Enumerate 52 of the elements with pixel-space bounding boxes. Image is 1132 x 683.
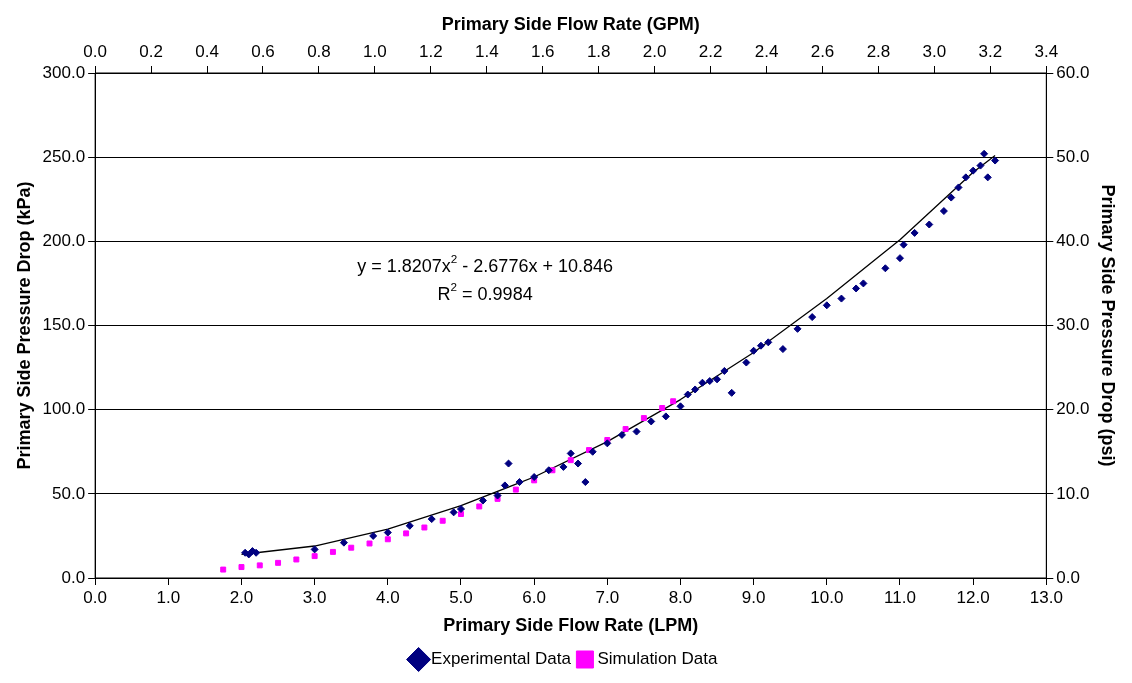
x2-tick-label: 0.8: [307, 42, 331, 62]
x-tick-label: 0.0: [83, 587, 107, 607]
x2-tick-label: 0.4: [195, 42, 219, 62]
x-axis-title: Primary Side Flow Rate (LPM): [443, 615, 699, 636]
y-tick-label: 0.0: [61, 567, 86, 587]
x-tick-label: 8.0: [668, 587, 693, 607]
y2-tick-label: 20.0: [1056, 399, 1090, 419]
y2-tick-label: 30.0: [1056, 315, 1090, 335]
x2-tick-label: 1.6: [530, 42, 555, 62]
y-tick-label: 100.0: [42, 399, 86, 419]
y-tick-label: 250.0: [42, 146, 86, 166]
x-tick-label: 3.0: [302, 587, 327, 607]
y2-tick-label: 0.0: [1056, 567, 1080, 587]
y2-tick-label: 60.0: [1056, 62, 1090, 82]
x-tick-label: 6.0: [522, 587, 546, 607]
x2-tick-label: 2.6: [810, 42, 835, 62]
y-tick-label: 300.0: [42, 62, 86, 82]
x2-tick-label: 1.8: [586, 42, 611, 62]
x-tick-label: 4.0: [375, 587, 400, 607]
x-tick-label: 5.0: [449, 587, 473, 607]
x2-tick-label: 0.6: [251, 42, 275, 62]
x-tick-label: 1.0: [156, 587, 181, 607]
y2-axis-title: Primary Side Pressure Drop (psi): [1098, 184, 1119, 467]
x2-tick-label: 1.0: [363, 42, 387, 62]
x2-tick-label: 2.0: [642, 42, 667, 62]
x2-tick-label: 1.2: [419, 42, 443, 62]
y2-tick-label: 40.0: [1056, 231, 1090, 251]
x2-tick-label: 3.4: [1034, 42, 1059, 62]
x-tick-label: 12.0: [956, 587, 990, 607]
x-tick-label: 11.0: [884, 587, 916, 607]
x2-tick-label: 2.8: [866, 42, 891, 62]
x2-tick-label: 2.2: [698, 42, 723, 62]
x2-tick-label: 2.4: [754, 42, 779, 62]
x-tick-label: 10.0: [810, 587, 844, 607]
y2-tick-label: 10.0: [1056, 483, 1090, 503]
x-tick-label: 9.0: [741, 587, 766, 607]
x2-tick-label: 0.2: [139, 42, 163, 62]
x2-tick-label: 0.0: [83, 42, 107, 62]
y-tick-label: 200.0: [42, 231, 86, 251]
y2-tick-label: 50.0: [1056, 146, 1090, 166]
x-tick-label: 13.0: [1029, 587, 1063, 607]
legend-label: Simulation Data: [597, 649, 718, 669]
y-tick-label: 150.0: [42, 315, 86, 335]
x-tick-label: 2.0: [229, 587, 254, 607]
y-tick-label: 50.0: [52, 483, 86, 503]
x2-tick-label: 3.2: [978, 42, 1003, 62]
legend-label: Experimental Data: [431, 649, 572, 669]
x2-tick-label: 1.4: [474, 42, 499, 62]
x-tick-label: 7.0: [595, 587, 620, 607]
x2-axis-title: Primary Side Flow Rate (GPM): [441, 13, 700, 34]
y-axis-title: Primary Side Pressure Drop (kPa): [13, 181, 34, 470]
x2-tick-label: 3.0: [922, 42, 947, 62]
